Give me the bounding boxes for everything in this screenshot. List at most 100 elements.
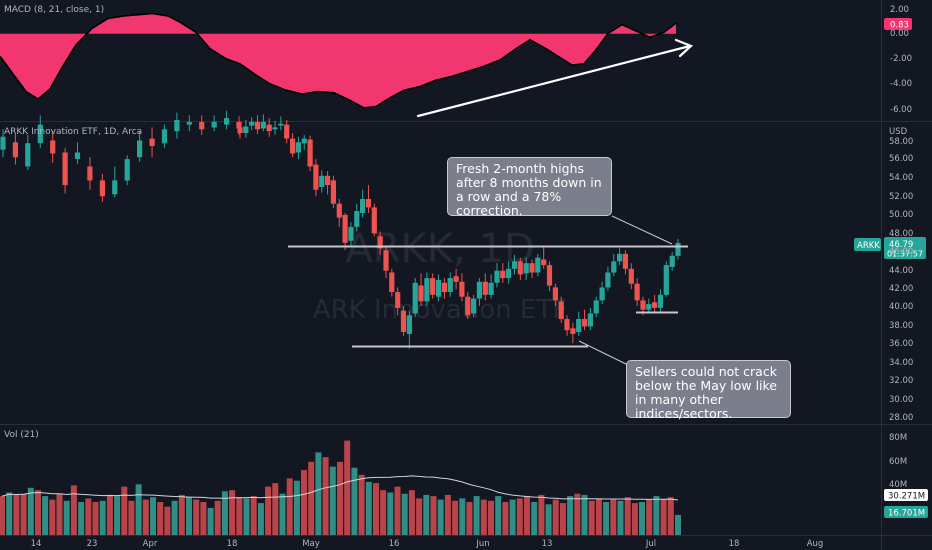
price-candle[interactable] [611, 253, 617, 277]
price-candle[interactable] [459, 273, 465, 302]
price-candle[interactable] [471, 294, 477, 318]
volume-bar[interactable] [63, 500, 70, 535]
volume-bar[interactable] [35, 490, 41, 535]
price-candle[interactable] [174, 112, 180, 139]
volume-bar[interactable] [13, 494, 20, 535]
volume-bar[interactable] [473, 496, 480, 535]
price-candle[interactable] [330, 175, 336, 209]
price-candle[interactable] [365, 185, 372, 213]
price-candle[interactable] [412, 278, 418, 318]
price-candle[interactable] [582, 309, 588, 331]
price-candle[interactable] [301, 134, 307, 150]
volume-bar[interactable] [660, 499, 667, 535]
volume-bar[interactable] [552, 499, 559, 535]
volume-bar[interactable] [351, 467, 358, 535]
price-candle[interactable] [418, 273, 424, 306]
price-candle[interactable] [628, 263, 634, 290]
price-candle[interactable] [377, 231, 383, 255]
price-candle[interactable] [74, 142, 81, 164]
volume-bar[interactable] [538, 494, 545, 535]
volume-bar[interactable] [581, 494, 588, 535]
volume-bar[interactable] [229, 490, 236, 535]
price-candle[interactable] [558, 296, 564, 323]
volume-bar[interactable] [236, 497, 243, 535]
volume-bar[interactable] [265, 486, 272, 535]
volume-bar[interactable] [99, 500, 106, 535]
price-candle[interactable] [0, 129, 6, 158]
price-candle[interactable] [360, 189, 366, 218]
price-candle[interactable] [663, 261, 669, 297]
price-candle[interactable] [389, 268, 395, 297]
price-candle[interactable] [570, 322, 576, 344]
volume-bar[interactable] [308, 461, 315, 535]
price-candle[interactable] [99, 173, 105, 202]
volume-bar[interactable] [408, 490, 415, 535]
volume-bar[interactable] [466, 502, 473, 535]
volume-bar[interactable] [286, 478, 293, 535]
volume-bar[interactable] [430, 496, 437, 535]
price-candle[interactable] [224, 110, 230, 130]
price-candle[interactable] [354, 203, 360, 232]
price-candle[interactable] [506, 261, 512, 284]
volume-bar[interactable] [279, 493, 286, 535]
volume-bar[interactable] [193, 499, 200, 535]
volume-bar[interactable] [329, 466, 336, 535]
price-candle[interactable] [50, 131, 56, 163]
volume-bar[interactable] [387, 492, 394, 536]
price-candle[interactable] [564, 315, 570, 336]
price-candle[interactable] [336, 199, 342, 227]
price-candle[interactable] [211, 115, 217, 132]
volume-bar[interactable] [365, 481, 372, 535]
price-candle[interactable] [587, 307, 593, 331]
volume-bar[interactable] [85, 498, 92, 535]
volume-bar[interactable] [559, 503, 566, 535]
volume-bar[interactable] [128, 500, 135, 535]
volume-bar[interactable] [186, 497, 192, 535]
price-candle[interactable] [599, 281, 605, 305]
price-candle[interactable] [529, 259, 535, 279]
volume-bar[interactable] [416, 498, 423, 535]
price-candle[interactable] [436, 274, 442, 302]
price-candle[interactable] [646, 298, 652, 314]
price-candle[interactable] [617, 248, 623, 266]
volume-bar[interactable] [653, 496, 660, 535]
price-candle[interactable] [295, 136, 301, 160]
price-candle[interactable] [488, 274, 494, 299]
volume-bar[interactable] [588, 500, 595, 535]
price-candle[interactable] [634, 278, 640, 306]
price-candle[interactable] [12, 133, 18, 165]
price-candle[interactable] [307, 135, 313, 172]
volume-bar[interactable] [200, 502, 207, 535]
volume-bar[interactable] [207, 507, 214, 535]
price-candle[interactable] [313, 159, 319, 197]
price-candle[interactable] [260, 114, 266, 132]
price-candle[interactable] [424, 272, 430, 307]
volume-bar[interactable] [617, 500, 624, 535]
volume-bar[interactable] [646, 499, 653, 535]
price-candle[interactable] [546, 261, 553, 292]
volume-bar[interactable] [624, 497, 631, 535]
volume-bar[interactable] [293, 480, 300, 535]
volume-bar[interactable] [631, 503, 638, 535]
volume-bar[interactable] [56, 493, 63, 535]
price-candle[interactable] [149, 127, 155, 158]
price-candle[interactable] [465, 292, 471, 319]
price-candle[interactable] [243, 120, 249, 138]
price-candle[interactable] [37, 115, 43, 148]
volume-bar[interactable] [603, 502, 610, 535]
price-candle[interactable] [87, 157, 93, 190]
price-candle[interactable] [605, 266, 611, 292]
price-candle[interactable] [325, 171, 331, 195]
price-candle[interactable] [576, 311, 582, 336]
volume-bar[interactable] [106, 494, 113, 535]
volume-bar[interactable] [92, 502, 99, 535]
volume-bar[interactable] [27, 487, 34, 535]
volume-bar[interactable] [243, 498, 250, 535]
price-candle[interactable] [237, 121, 243, 139]
volume-bar[interactable] [452, 500, 459, 535]
price-candle[interactable] [319, 170, 325, 193]
volume-bar[interactable] [135, 484, 142, 535]
volume-bar[interactable] [401, 493, 408, 535]
volume-bar[interactable] [142, 499, 149, 535]
